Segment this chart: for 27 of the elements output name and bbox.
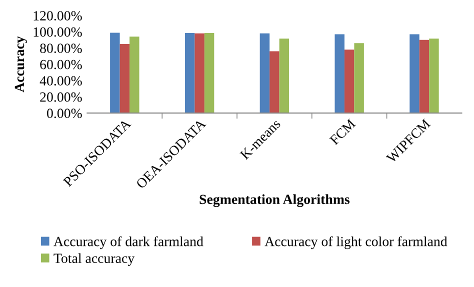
bar: [260, 33, 270, 114]
bar: [419, 40, 430, 114]
y-tick-label: 100.00%: [34, 27, 82, 37]
legend-label: Total accuracy: [54, 253, 135, 266]
bar: [334, 34, 344, 114]
legend-label: Accuracy of dark farmland: [54, 236, 204, 250]
bar: [130, 36, 140, 114]
x-axis-title: Segmentation Algorithms: [200, 194, 350, 208]
bar: [410, 34, 420, 114]
bar: [279, 38, 290, 114]
bar: [184, 32, 195, 114]
bar: [120, 44, 130, 114]
y-tick-label: 60.00%: [40, 60, 82, 70]
y-axis-title: Accuracy: [14, 36, 28, 92]
bar: [270, 51, 280, 114]
bar: [354, 43, 364, 114]
legend-label: Accuracy of light color farmland: [264, 236, 448, 250]
bar: [344, 50, 354, 114]
y-tick-label: 40.00%: [40, 76, 82, 86]
bar: [110, 32, 120, 114]
y-tick-label: 20.00%: [40, 92, 82, 102]
y-tick-label: 0.00%: [47, 108, 82, 118]
y-tick-label: 120.00%: [34, 11, 82, 21]
bar: [194, 33, 204, 114]
y-tick-label: 80.00%: [40, 44, 82, 54]
bar: [429, 38, 439, 114]
bar: [204, 32, 214, 114]
